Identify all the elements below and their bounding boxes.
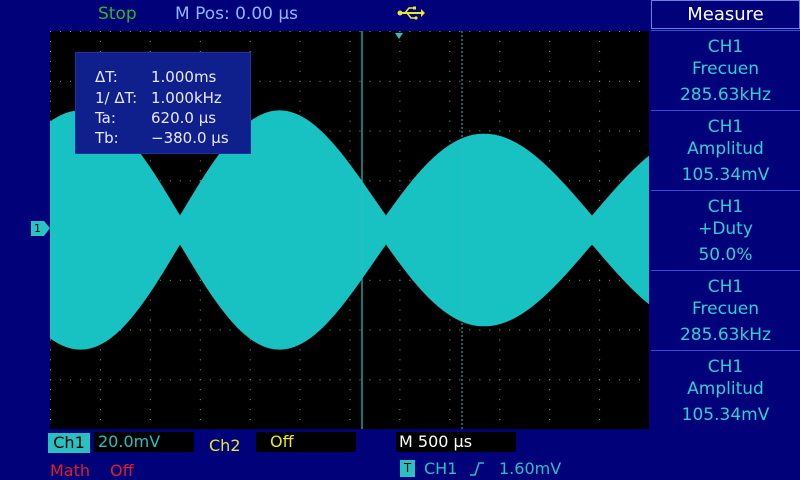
measure-item-5[interactable]: CH1 Amplitud 105.34mV bbox=[651, 350, 800, 428]
math-status: Off bbox=[110, 461, 134, 480]
cursor-a-label: Ta: bbox=[95, 109, 116, 127]
run-status: Stop bbox=[98, 4, 137, 24]
measure-item-4[interactable]: CH1 Frecuen 285.63kHz bbox=[651, 270, 800, 348]
trigger-position-marker bbox=[395, 33, 403, 39]
measure-name: Amplitud bbox=[687, 139, 764, 159]
measure-name: Amplitud bbox=[687, 379, 764, 399]
trigger-source[interactable]: CH1 bbox=[424, 459, 458, 478]
horizontal-position: M Pos: 0.00 µs bbox=[175, 4, 299, 24]
delta-t-label: ΔT: bbox=[95, 68, 118, 86]
measure-channel: CH1 bbox=[707, 197, 744, 217]
ch1-volts-per-div[interactable]: 20.0mV bbox=[94, 432, 194, 452]
measure-panel: Measure CH1 Frecuen 285.63kHz CH1 Amplit… bbox=[651, 0, 800, 480]
measure-name: Frecuen bbox=[692, 59, 759, 79]
waveform-grid bbox=[50, 31, 649, 429]
cursor-b-row: Tb: −380.0 µs bbox=[95, 129, 229, 147]
measure-name: +Duty bbox=[698, 219, 753, 239]
math-label[interactable]: Math bbox=[50, 461, 91, 480]
usb-icon bbox=[397, 6, 425, 20]
ch2-status[interactable]: Off bbox=[256, 432, 356, 452]
ch2-label[interactable]: Ch2 bbox=[209, 436, 241, 455]
measure-value: 285.63kHz bbox=[679, 325, 772, 345]
trigger-marker: T bbox=[400, 460, 415, 477]
measure-value: 105.34mV bbox=[681, 405, 770, 425]
measure-channel: CH1 bbox=[707, 277, 744, 297]
trigger-level[interactable]: 1.60mV bbox=[499, 459, 562, 478]
measure-name: Frecuen bbox=[692, 299, 759, 319]
delta-t-value: 1.000ms bbox=[151, 68, 217, 86]
cursor-b-label: Tb: bbox=[95, 129, 119, 147]
measure-item-2[interactable]: CH1 Amplitud 105.34mV bbox=[651, 110, 800, 188]
measure-value: 285.63kHz bbox=[679, 85, 772, 105]
ch1-label[interactable]: Ch1 bbox=[48, 433, 90, 453]
cursor-a-row: Ta: 620.0 µs bbox=[95, 109, 216, 127]
inverse-delta-t-row: 1/ ΔT: 1.000kHz bbox=[95, 89, 222, 107]
measure-value: 105.34mV bbox=[681, 165, 770, 185]
cursor-b-value: −380.0 µs bbox=[151, 129, 229, 147]
measure-title[interactable]: Measure bbox=[651, 0, 800, 29]
measure-item-3[interactable]: CH1 +Duty 50.0% bbox=[651, 190, 800, 268]
measure-channel: CH1 bbox=[707, 117, 744, 137]
measure-item-1[interactable]: CH1 Frecuen 285.63kHz bbox=[651, 30, 800, 108]
ch1-marker-arrow bbox=[44, 221, 50, 236]
cursor-a-value: 620.0 µs bbox=[151, 109, 217, 127]
measure-channel: CH1 bbox=[707, 37, 744, 57]
measure-channel: CH1 bbox=[707, 357, 744, 377]
measure-value: 50.0% bbox=[698, 245, 753, 265]
inverse-delta-t-value: 1.000kHz bbox=[151, 89, 222, 107]
cursor-readout: ΔT: 1.000ms 1/ ΔT: 1.000kHz Ta: 620.0 µs… bbox=[75, 52, 251, 154]
inverse-delta-t-label: 1/ ΔT: bbox=[95, 89, 138, 107]
delta-t-row: ΔT: 1.000ms bbox=[95, 68, 216, 86]
ch1-ground-marker[interactable]: 1 bbox=[31, 221, 44, 236]
timebase[interactable]: M 500 µs bbox=[396, 432, 516, 452]
rising-edge-icon bbox=[470, 462, 484, 476]
